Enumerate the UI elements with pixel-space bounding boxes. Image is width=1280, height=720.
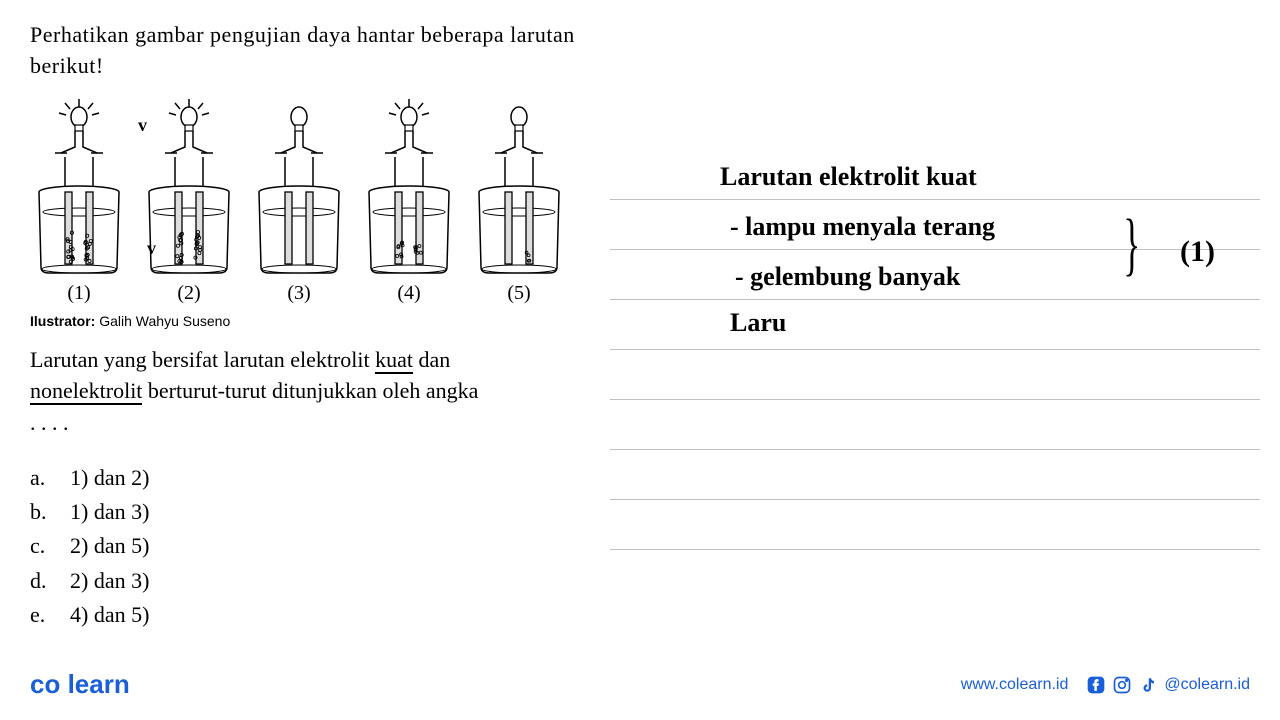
prompt-kuat: kuat (375, 347, 413, 374)
ruled-line: - lampu menyala terang (610, 200, 1260, 250)
prompt-part2: dan (413, 347, 450, 372)
beaker-label: (2) (177, 282, 200, 305)
option-text: 4) dan 5) (70, 598, 149, 632)
option-row: a.1) dan 2) (30, 461, 610, 495)
option-row: b.1) dan 3) (30, 495, 610, 529)
prompt-part1: Larutan yang bersifat larutan elektrolit (30, 347, 375, 372)
tiktok-icon (1138, 675, 1158, 695)
illustrator-label: Ilustrator: (30, 313, 95, 329)
option-letter: e. (30, 598, 70, 632)
option-row: d.2) dan 3) (30, 564, 610, 598)
checkmark-icon: v (147, 238, 156, 259)
option-letter: a. (30, 461, 70, 495)
footer-url: www.colearn.id (961, 676, 1069, 694)
option-text: 2) dan 5) (70, 529, 149, 563)
option-letter: b. (30, 495, 70, 529)
beaker-diagram: (5) (475, 97, 563, 305)
hw-line3: - gelembung banyak (735, 262, 960, 292)
ruled-line (610, 450, 1260, 500)
hw-line4: Laru (730, 308, 786, 338)
ruled-line: Larutan elektrolit kuat (610, 150, 1260, 200)
ruled-line (610, 350, 1260, 400)
logo-part2: learn (68, 669, 130, 699)
checkmark-icon: v (138, 115, 147, 136)
notes-panel: Larutan elektrolit kuat - lampu menyala … (610, 150, 1260, 550)
ruled-line (610, 500, 1260, 550)
brand-logo: co learn (30, 669, 130, 700)
footer-right: www.colearn.id @colearn.id (961, 675, 1250, 695)
option-letter: d. (30, 564, 70, 598)
question-panel: Perhatikan gambar pengujian daya hantar … (30, 20, 610, 632)
option-text: 2) dan 3) (70, 564, 149, 598)
option-text: 1) dan 2) (70, 461, 149, 495)
option-letter: c. (30, 529, 70, 563)
prompt-dots: . . . . (30, 407, 610, 439)
logo-part1: co (30, 669, 60, 699)
illustrator-credit: Ilustrator: Galih Wahyu Suseno (30, 313, 610, 329)
brace-icon: } (1123, 205, 1140, 285)
beaker-diagram: (1) (35, 97, 123, 305)
ruled-line (610, 400, 1260, 450)
illustrator-name: Galih Wahyu Suseno (99, 313, 230, 329)
beaker-label: (3) (287, 282, 310, 305)
beaker-diagram: (4) (365, 97, 453, 305)
footer: co learn www.colearn.id @colearn.id (30, 669, 1250, 700)
question-prompt: Larutan yang bersifat larutan elektrolit… (30, 344, 610, 440)
facebook-icon (1086, 675, 1106, 695)
social-icons: @colearn.id (1086, 675, 1250, 695)
option-row: c.2) dan 5) (30, 529, 610, 563)
hw-marker: (1) (1180, 235, 1215, 269)
option-row: e.4) dan 5) (30, 598, 610, 632)
beaker-label: (1) (67, 282, 90, 305)
beaker-diagram: (3) (255, 97, 343, 305)
social-handle: @colearn.id (1164, 676, 1250, 694)
ruled-line: Laru (610, 300, 1260, 350)
diagram-row: (1) (2) (3) (35, 97, 610, 305)
option-text: 1) dan 3) (70, 495, 149, 529)
question-intro: Perhatikan gambar pengujian daya hantar … (30, 20, 610, 82)
beaker-label: (5) (507, 282, 530, 305)
ruled-line: - gelembung banyak } (1) (610, 250, 1260, 300)
options-list: a.1) dan 2)b.1) dan 3)c.2) dan 5)d.2) da… (30, 461, 610, 631)
hw-line1: Larutan elektrolit kuat (720, 162, 977, 192)
instagram-icon (1112, 675, 1132, 695)
beaker-label: (4) (397, 282, 420, 305)
prompt-non: nonelektrolit (30, 378, 142, 405)
beaker-diagram: (2) (145, 97, 233, 305)
prompt-part3: berturut-turut ditunjukkan oleh angka (142, 378, 478, 403)
hw-line2: - lampu menyala terang (730, 212, 995, 242)
